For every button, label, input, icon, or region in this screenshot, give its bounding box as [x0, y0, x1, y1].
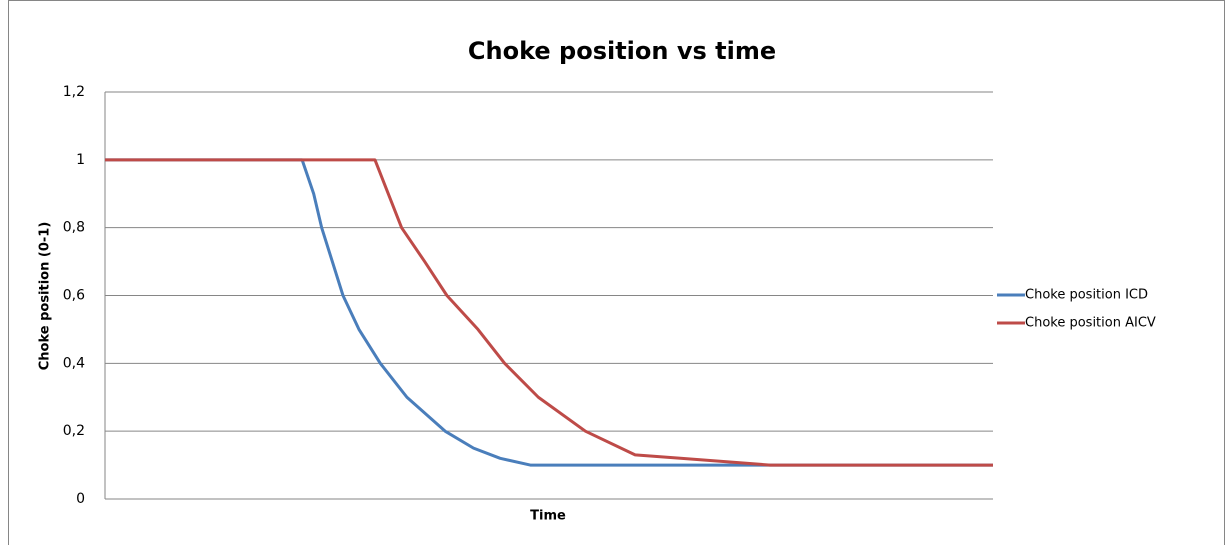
x-axis-label: Time: [530, 509, 566, 524]
y-tick-label: 0,4: [63, 355, 85, 371]
y-tick-label: 1: [76, 152, 85, 168]
y-tick-label: 0,6: [63, 288, 85, 304]
chart-title: Choke position vs time: [468, 37, 776, 65]
y-tick-label: 0,2: [63, 423, 85, 439]
chart-frame: [8, 0, 1225, 545]
legend-label: Choke position ICD: [1025, 288, 1148, 303]
y-tick-label: 1,2: [63, 84, 85, 100]
y-tick-label: 0: [76, 491, 85, 507]
line-series: [105, 158, 993, 467]
line-series: [105, 158, 993, 467]
y-axis-label: Choke position (0-1): [38, 222, 53, 371]
legend-label: Choke position AICV: [1025, 316, 1156, 331]
y-tick-label: 0,8: [63, 220, 85, 236]
